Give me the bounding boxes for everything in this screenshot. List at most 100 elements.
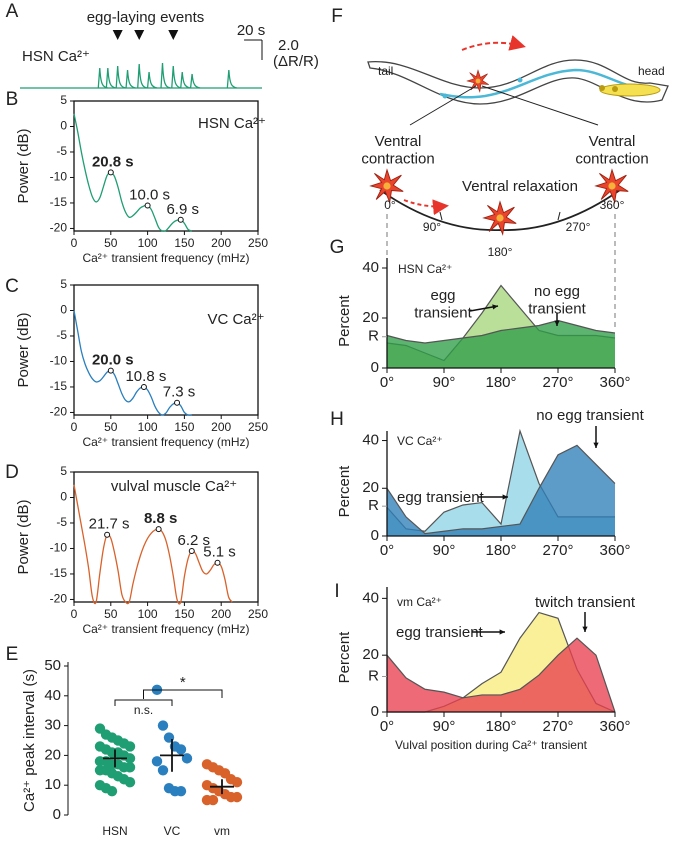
x-tick-label: 0°	[380, 718, 394, 735]
x-tick-label: 270°	[542, 374, 573, 391]
x-tick-label: 150	[174, 607, 194, 621]
y-tick-label: 20	[44, 746, 61, 763]
data-point	[124, 741, 136, 752]
peak-marker	[174, 399, 181, 406]
area-fill	[387, 445, 615, 536]
x-tick-label: 0	[71, 236, 78, 250]
arrow-head	[499, 629, 505, 635]
event-marker	[168, 30, 179, 40]
peak-marker	[107, 367, 114, 374]
scale-label: 2.0	[278, 37, 299, 54]
y-tick-label: 5	[60, 277, 67, 291]
spectrum-line	[73, 310, 192, 416]
peak-label: 20.8 s	[92, 153, 134, 170]
area-line	[386, 444, 616, 535]
x-tick-label: 360°	[599, 718, 630, 735]
y-tick-label: -20	[50, 221, 68, 235]
data-point	[181, 753, 193, 764]
spike	[105, 67, 116, 89]
peak-marker	[144, 202, 151, 209]
y-tick-label: 5	[60, 93, 67, 107]
panel-letter: D	[5, 462, 19, 483]
x-axis-label: Vulval position during Ca²⁺ transient	[395, 738, 588, 752]
motion-arrow	[461, 35, 526, 51]
data-point	[157, 765, 169, 776]
peak-marker	[155, 526, 162, 533]
x-axis-label: Ca²⁺ transient frequency (mHz)	[82, 622, 249, 636]
x-tick-label: 50	[104, 420, 118, 434]
y-tick-label: 0	[371, 527, 379, 544]
peak-label: 6.9 s	[166, 201, 199, 218]
panel-letter: B	[6, 89, 19, 110]
y-tick-label: 20	[362, 479, 379, 496]
series-label: egg transient	[414, 287, 472, 321]
peak-label: 5.1 s	[203, 544, 236, 561]
spike	[115, 65, 126, 89]
panel-letter: G	[330, 237, 345, 258]
x-tick-label: 200	[211, 236, 231, 250]
arrow-head	[582, 626, 588, 632]
y-tick-label: -5	[56, 144, 67, 158]
peak-label: 21.7 s	[89, 516, 130, 533]
chart-title: VC Ca²⁺	[397, 434, 443, 448]
x-tick-label: 90°	[433, 374, 456, 391]
data-point	[124, 762, 136, 773]
text-line: transient	[414, 304, 472, 321]
x-axis-label: Ca²⁺ transient frequency (mHz)	[82, 251, 249, 265]
y-tick-label: 5	[60, 464, 67, 478]
spectrum-line	[73, 113, 193, 232]
worm-cell	[439, 68, 641, 99]
chart-title: HSN Ca²⁺	[198, 115, 266, 132]
peak-marker	[188, 548, 195, 555]
series-label: egg transient	[397, 489, 485, 506]
data-point	[207, 794, 219, 806]
panel-letter: I	[334, 581, 339, 602]
x-tick-label: 360°	[599, 374, 630, 391]
y-axis-label: Power (dB)	[15, 312, 32, 387]
peak-label: 8.8 s	[144, 510, 177, 527]
trace-label: HSN Ca²⁺	[22, 48, 90, 65]
panel-letter: A	[6, 1, 19, 22]
y-tick-label: -5	[56, 515, 67, 529]
label: head	[638, 64, 665, 78]
plot-frame	[73, 471, 259, 603]
y-tick-label: 20	[362, 309, 379, 326]
y-tick-label: 0	[60, 303, 67, 317]
peak-marker	[177, 216, 184, 223]
event-marker	[112, 30, 123, 40]
angle-label: 360°	[600, 198, 625, 212]
y-tick-label: 0	[60, 490, 67, 504]
scale-label: 20 s	[237, 22, 265, 39]
panel-letter: H	[330, 409, 344, 430]
wave	[379, 189, 621, 231]
y-tick-label: 40	[362, 432, 379, 449]
neuron	[442, 93, 448, 99]
y-tick-label: -10	[50, 354, 68, 368]
data-point	[175, 785, 187, 797]
neuron	[612, 86, 618, 92]
x-tick-label: 100	[138, 420, 158, 434]
x-tick-label: 360°	[599, 542, 630, 559]
category-label: HSN	[102, 824, 127, 838]
arrow-head	[554, 320, 560, 326]
y-tick-label: R	[368, 667, 379, 684]
y-tick-label: -15	[50, 195, 68, 209]
arrow-head	[502, 494, 508, 500]
x-tick-label: 250	[248, 607, 268, 621]
pointer	[481, 85, 599, 126]
data-point	[124, 753, 136, 764]
peak-marker	[104, 531, 111, 538]
spike	[125, 69, 136, 89]
x-tick-label: 0°	[380, 374, 394, 391]
plot-frame	[73, 284, 259, 416]
tick	[439, 211, 443, 221]
data-point	[124, 777, 136, 788]
pointer	[409, 85, 477, 126]
y-axis-label: Ca²⁺ peak interval (s)	[21, 669, 38, 812]
panel: E 0 10 20 30 40 50 Ca²⁺ peak interval (s) HSN VC v…	[6, 644, 243, 838]
area-line	[386, 637, 616, 713]
